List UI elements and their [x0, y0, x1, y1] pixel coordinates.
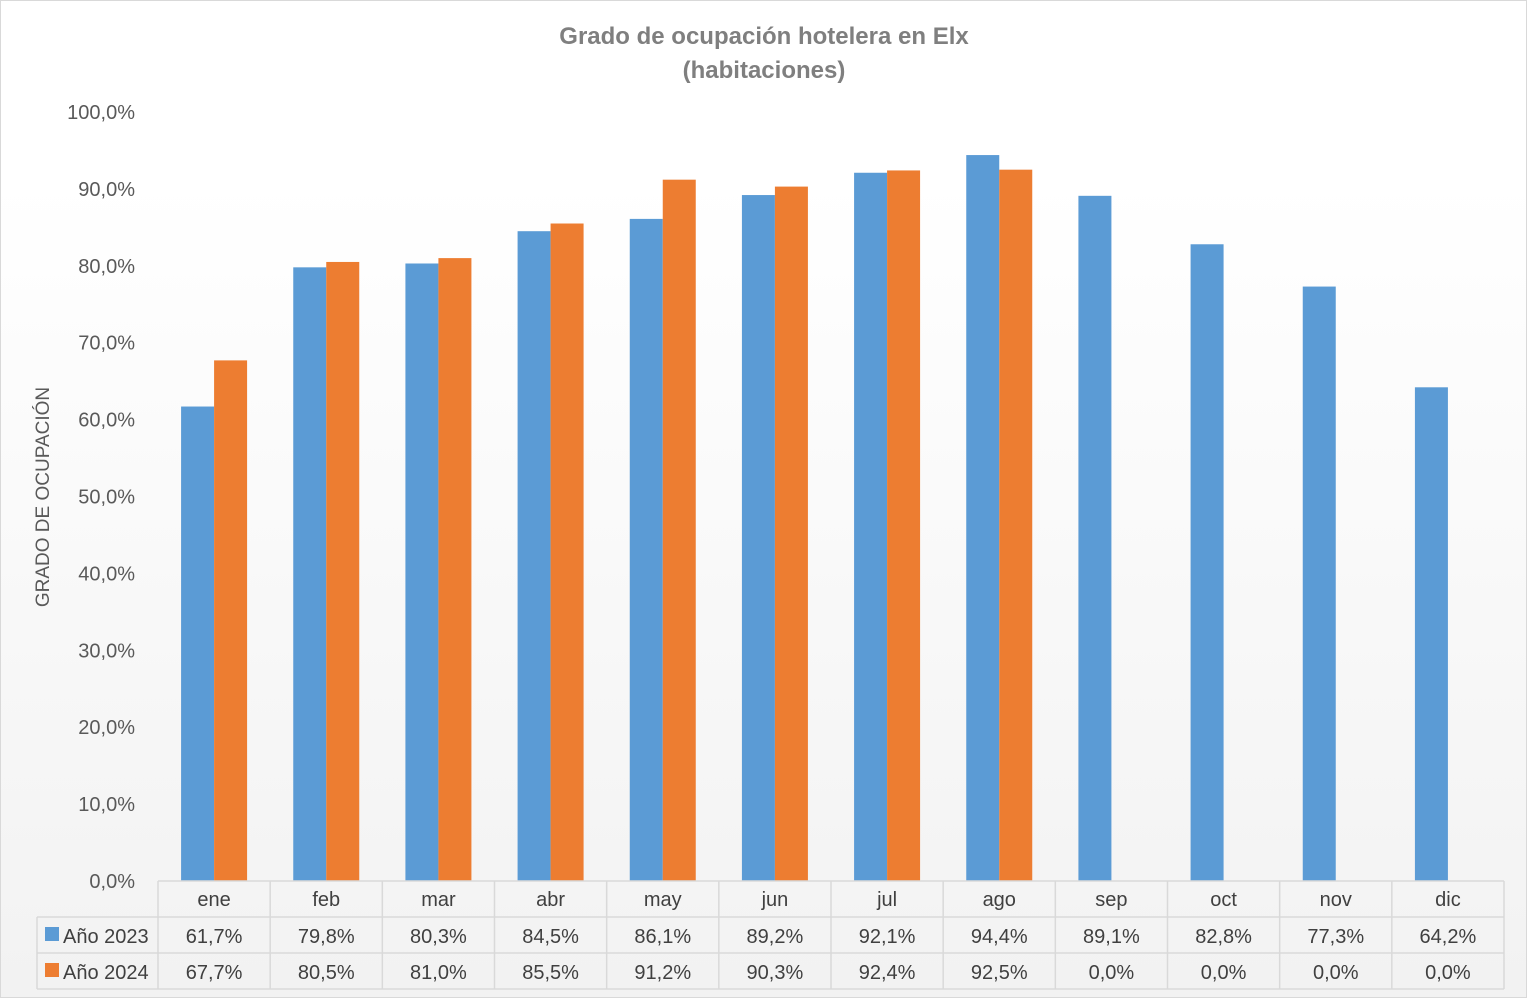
data-label: 94,4% — [971, 926, 1028, 948]
legend-swatch — [45, 927, 59, 941]
y-tick-label: 30,0% — [78, 640, 135, 662]
x-tick-label: nov — [1320, 889, 1352, 911]
bar-b-ene — [214, 360, 248, 882]
x-tick-label: ago — [983, 889, 1016, 911]
bar-a-feb — [293, 267, 327, 881]
bar-b-jul — [887, 170, 921, 882]
y-axis-label: GRADO DE OCUPACIÓN — [32, 387, 54, 607]
x-tick-label: sep — [1095, 889, 1127, 911]
chart-subtitle: (habitaciones) — [683, 57, 846, 84]
y-tick-label: 40,0% — [78, 563, 135, 585]
bar-a-may — [629, 218, 663, 882]
bar-b-jun — [774, 186, 808, 881]
data-label: 89,2% — [747, 926, 804, 948]
data-label: 81,0% — [410, 962, 467, 984]
bar-b-abr — [550, 223, 584, 881]
data-table: ene feb mar abr may jun jul ago sep oct nov dic Año … — [36, 880, 1505, 990]
chart-title: Grado de ocupación hotelera en Elx — [559, 23, 969, 50]
x-tick-label: oct — [1210, 889, 1237, 911]
y-tick-label: 10,0% — [78, 794, 135, 816]
data-label: 92,1% — [859, 926, 916, 948]
data-label: 84,5% — [522, 926, 579, 948]
bar-a-abr — [517, 231, 551, 881]
chart-title-group: Grado de ocupación hotelera en Elx (habi… — [559, 23, 969, 84]
data-label: 0,0% — [1201, 962, 1247, 984]
bar-a-dic — [1414, 387, 1448, 881]
data-label: 90,3% — [747, 962, 804, 984]
data-label: 79,8% — [298, 926, 355, 948]
data-label: 77,3% — [1307, 926, 1364, 948]
bar-a-oct — [1190, 244, 1224, 881]
x-tick-label: abr — [536, 889, 565, 911]
data-label: 86,1% — [634, 926, 691, 948]
legend-swatch — [45, 963, 59, 977]
bar-a-ago — [966, 155, 1000, 882]
y-tick-label: 90,0% — [78, 179, 135, 201]
y-tick-label: 70,0% — [78, 333, 135, 355]
bar-a-sep — [1078, 195, 1112, 882]
bars-group — [181, 155, 1448, 882]
data-label: 92,5% — [971, 962, 1028, 984]
bar-a-mar — [405, 263, 439, 881]
data-label: 91,2% — [634, 962, 691, 984]
bar-a-nov — [1302, 286, 1336, 881]
data-label: 64,2% — [1420, 926, 1477, 948]
bar-b-feb — [326, 261, 360, 882]
bar-b-ago — [999, 169, 1033, 882]
x-tick-label: dic — [1435, 889, 1461, 911]
bar-a-ene — [181, 406, 215, 881]
legend-label: Año 2024 — [63, 962, 149, 984]
y-tick-label: 60,0% — [78, 410, 135, 432]
data-label: 0,0% — [1425, 962, 1471, 984]
y-tick-label: 20,0% — [78, 717, 135, 739]
y-tick-label: 0,0% — [89, 871, 135, 893]
y-tick-label: 80,0% — [78, 256, 135, 278]
data-label: 0,0% — [1089, 962, 1135, 984]
bar-b-mar — [438, 258, 472, 881]
x-tick-label: mar — [421, 889, 456, 911]
data-label: 67,7% — [186, 962, 243, 984]
data-label: 85,5% — [522, 962, 579, 984]
data-label: 80,5% — [298, 962, 355, 984]
x-tick-label: feb — [312, 889, 340, 911]
y-tick-label: 100,0% — [67, 102, 135, 124]
data-label: 61,7% — [186, 926, 243, 948]
data-label: 89,1% — [1083, 926, 1140, 948]
x-tick-label: ene — [197, 889, 230, 911]
bar-b-may — [662, 179, 696, 881]
data-label: 82,8% — [1195, 926, 1252, 948]
y-tick-label: 50,0% — [78, 487, 135, 509]
bar-a-jun — [741, 195, 775, 881]
x-tick-label: jun — [761, 889, 789, 911]
legend-label: Año 2023 — [63, 926, 149, 948]
data-label: 92,4% — [859, 962, 916, 984]
data-label: 0,0% — [1313, 962, 1359, 984]
x-tick-label: jul — [876, 889, 897, 911]
y-axis-ticks: 0,0% 10,0% 20,0% 30,0% 40,0% 50,0% 60,0% 70,0% 8… — [67, 102, 135, 893]
x-tick-label: may — [644, 889, 682, 911]
bar-a-jul — [854, 172, 888, 882]
data-label: 80,3% — [410, 926, 467, 948]
